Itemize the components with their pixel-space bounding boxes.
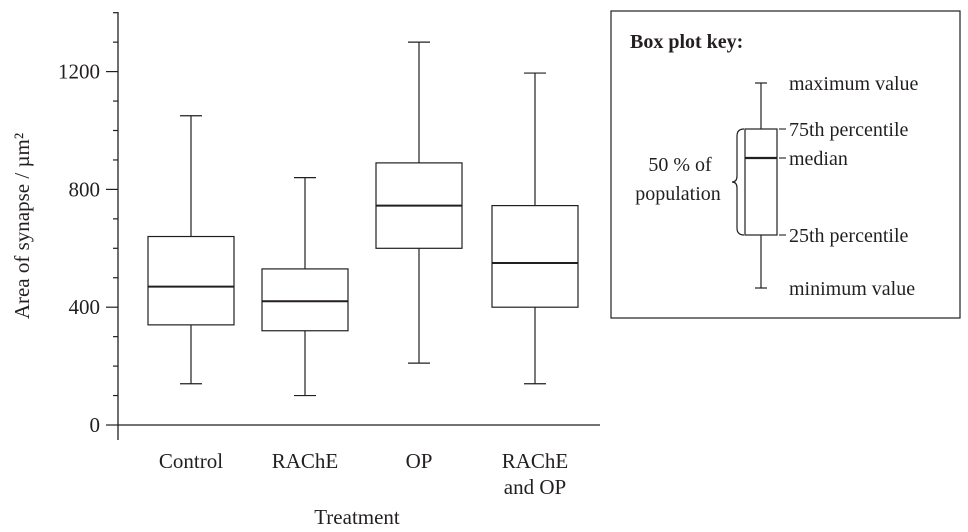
y-ticks: 0 400 800 1200 [58, 12, 118, 437]
box-body [147, 235, 235, 326]
key-population-line1: 50 % of [648, 154, 712, 176]
y-tick-label: 1200 [58, 60, 100, 84]
box-2 [261, 177, 349, 397]
x-tick-label: RAChE [272, 449, 339, 473]
y-axis-title: Area of synapse / µm² [10, 133, 34, 319]
key-box [744, 128, 778, 236]
x-tick-label: and OP [504, 475, 566, 499]
box-3 [375, 41, 463, 364]
x-axis-title: Treatment [314, 505, 400, 529]
key-title: Box plot key: [630, 31, 743, 53]
y-tick-label: 0 [90, 413, 101, 437]
box-body [491, 204, 579, 308]
key-frame [610, 10, 961, 319]
boxes [147, 41, 579, 397]
key-population-line2: population [635, 183, 721, 205]
axes [117, 12, 600, 440]
x-tick-label: RAChE [502, 449, 569, 473]
box-plot-key: Box plot key: maximum value 75th percent… [610, 10, 961, 319]
key-min-label: minimum value [789, 278, 915, 300]
box-body [261, 268, 349, 332]
y-tick-label: 800 [69, 177, 101, 201]
key-q1-label: 25th percentile [789, 225, 909, 247]
x-tick-label: Control [159, 449, 223, 473]
key-max-label: maximum value [789, 73, 919, 95]
box-1 [147, 115, 235, 385]
y-tick-label: 400 [69, 295, 101, 319]
x-tick-label: OP [406, 449, 433, 473]
key-q3-label: 75th percentile [789, 119, 909, 141]
key-population-brace [731, 128, 745, 236]
key-median-label: median [789, 148, 848, 170]
box-4 [491, 72, 579, 385]
